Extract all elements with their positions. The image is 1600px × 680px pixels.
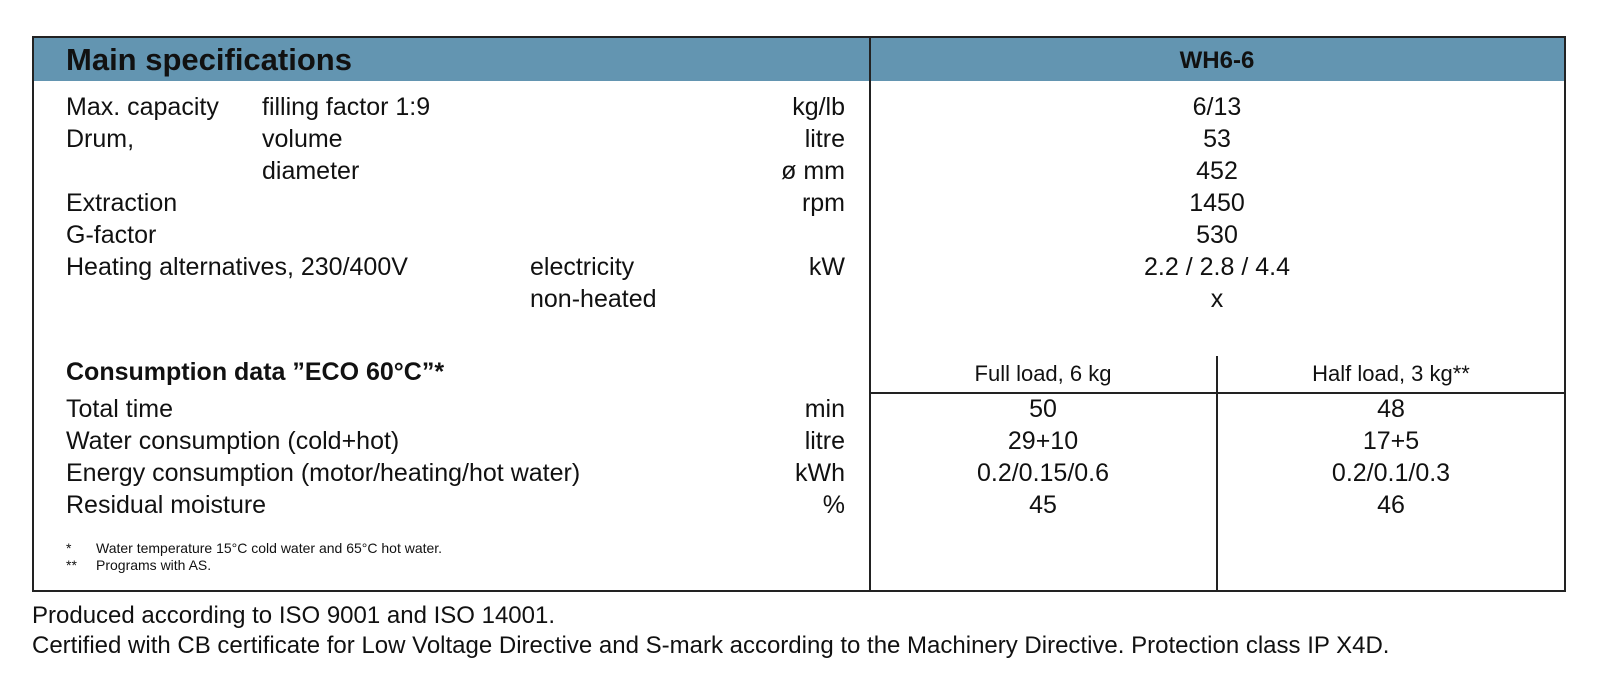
heating-none-sub: non-heated: [530, 285, 657, 313]
footer-line-iso: Produced according to ISO 9001 and ISO 1…: [32, 602, 556, 629]
capacity-value: 6/13: [1192, 93, 1242, 121]
column-full-load: Full load, 6 kg: [974, 361, 1112, 386]
table-title: Main specifications: [66, 42, 352, 77]
consumption-row-label: Total time: [66, 395, 173, 423]
drum-diameter-value: 452: [1196, 157, 1238, 185]
drum-volume-unit: litre: [804, 125, 845, 153]
consumption-row-full: 29+10: [1007, 427, 1079, 455]
consumption-row-half: 17+5: [1362, 427, 1420, 455]
drum-diameter-unit: ø mm: [781, 157, 845, 185]
extraction-unit: rpm: [801, 189, 845, 217]
consumption-row-label: Residual moisture: [66, 491, 267, 519]
consumption-row-full: 50: [1029, 395, 1057, 423]
footnote-mark: **: [66, 557, 77, 573]
column-divider-main: [869, 37, 871, 592]
drum-label: Drum,: [66, 125, 135, 153]
drum-volume-sub: volume: [262, 125, 343, 153]
extraction-value: 1450: [1189, 189, 1245, 217]
column-divider-loads: [1216, 356, 1218, 592]
footnote-text: Water temperature 15°C cold water and 65…: [96, 540, 443, 556]
consumption-row-label: Energy consumption (motor/heating/hot wa…: [66, 459, 581, 487]
footnote-text: Programs with AS.: [96, 557, 212, 573]
consumption-row-full: 0.2/0.15/0.6: [976, 459, 1110, 487]
heating-electric-value: 2.2 / 2.8 / 4.4: [1144, 253, 1290, 281]
consumption-row-full: 45: [1029, 491, 1057, 519]
footnote-mark: *: [66, 540, 72, 556]
capacity-label: Max. capacity: [66, 93, 219, 121]
heating-electric-unit: kW: [808, 253, 845, 281]
spec-table-frame: [32, 36, 1566, 592]
heating-electric-sub: electricity: [530, 253, 635, 281]
model-name: WH6-6: [1179, 47, 1255, 74]
extraction-label: Extraction: [66, 189, 178, 217]
consumption-row-half: 48: [1377, 395, 1405, 423]
header-bar: [33, 37, 1565, 81]
drum-volume-value: 53: [1203, 125, 1231, 153]
g-factor-value: 530: [1196, 221, 1238, 249]
capacity-unit: kg/lb: [792, 93, 845, 121]
heating-label: Heating alternatives, 230/400V: [66, 253, 408, 281]
g-factor-label: G-factor: [66, 221, 157, 249]
drum-diameter-sub: diameter: [262, 157, 360, 185]
load-header-underline: [869, 392, 1566, 394]
capacity-sub: filling factor 1:9: [262, 93, 431, 121]
consumption-row-unit: min: [804, 395, 845, 423]
heating-none-value: x: [1210, 285, 1224, 313]
consumption-row-half: 46: [1377, 491, 1405, 519]
consumption-row-half: 0.2/0.1/0.3: [1331, 459, 1451, 487]
footer-line-certification: Certified with CB certificate for Low Vo…: [32, 632, 1390, 659]
consumption-row-unit: litre: [804, 427, 845, 455]
consumption-row-unit: %: [822, 491, 845, 519]
consumption-row-unit: kWh: [795, 459, 845, 487]
consumption-row-label: Water consumption (cold+hot): [66, 427, 400, 455]
consumption-title: Consumption data ”ECO 60°C”*: [66, 358, 445, 386]
column-half-load: Half load, 3 kg**: [1312, 361, 1470, 386]
